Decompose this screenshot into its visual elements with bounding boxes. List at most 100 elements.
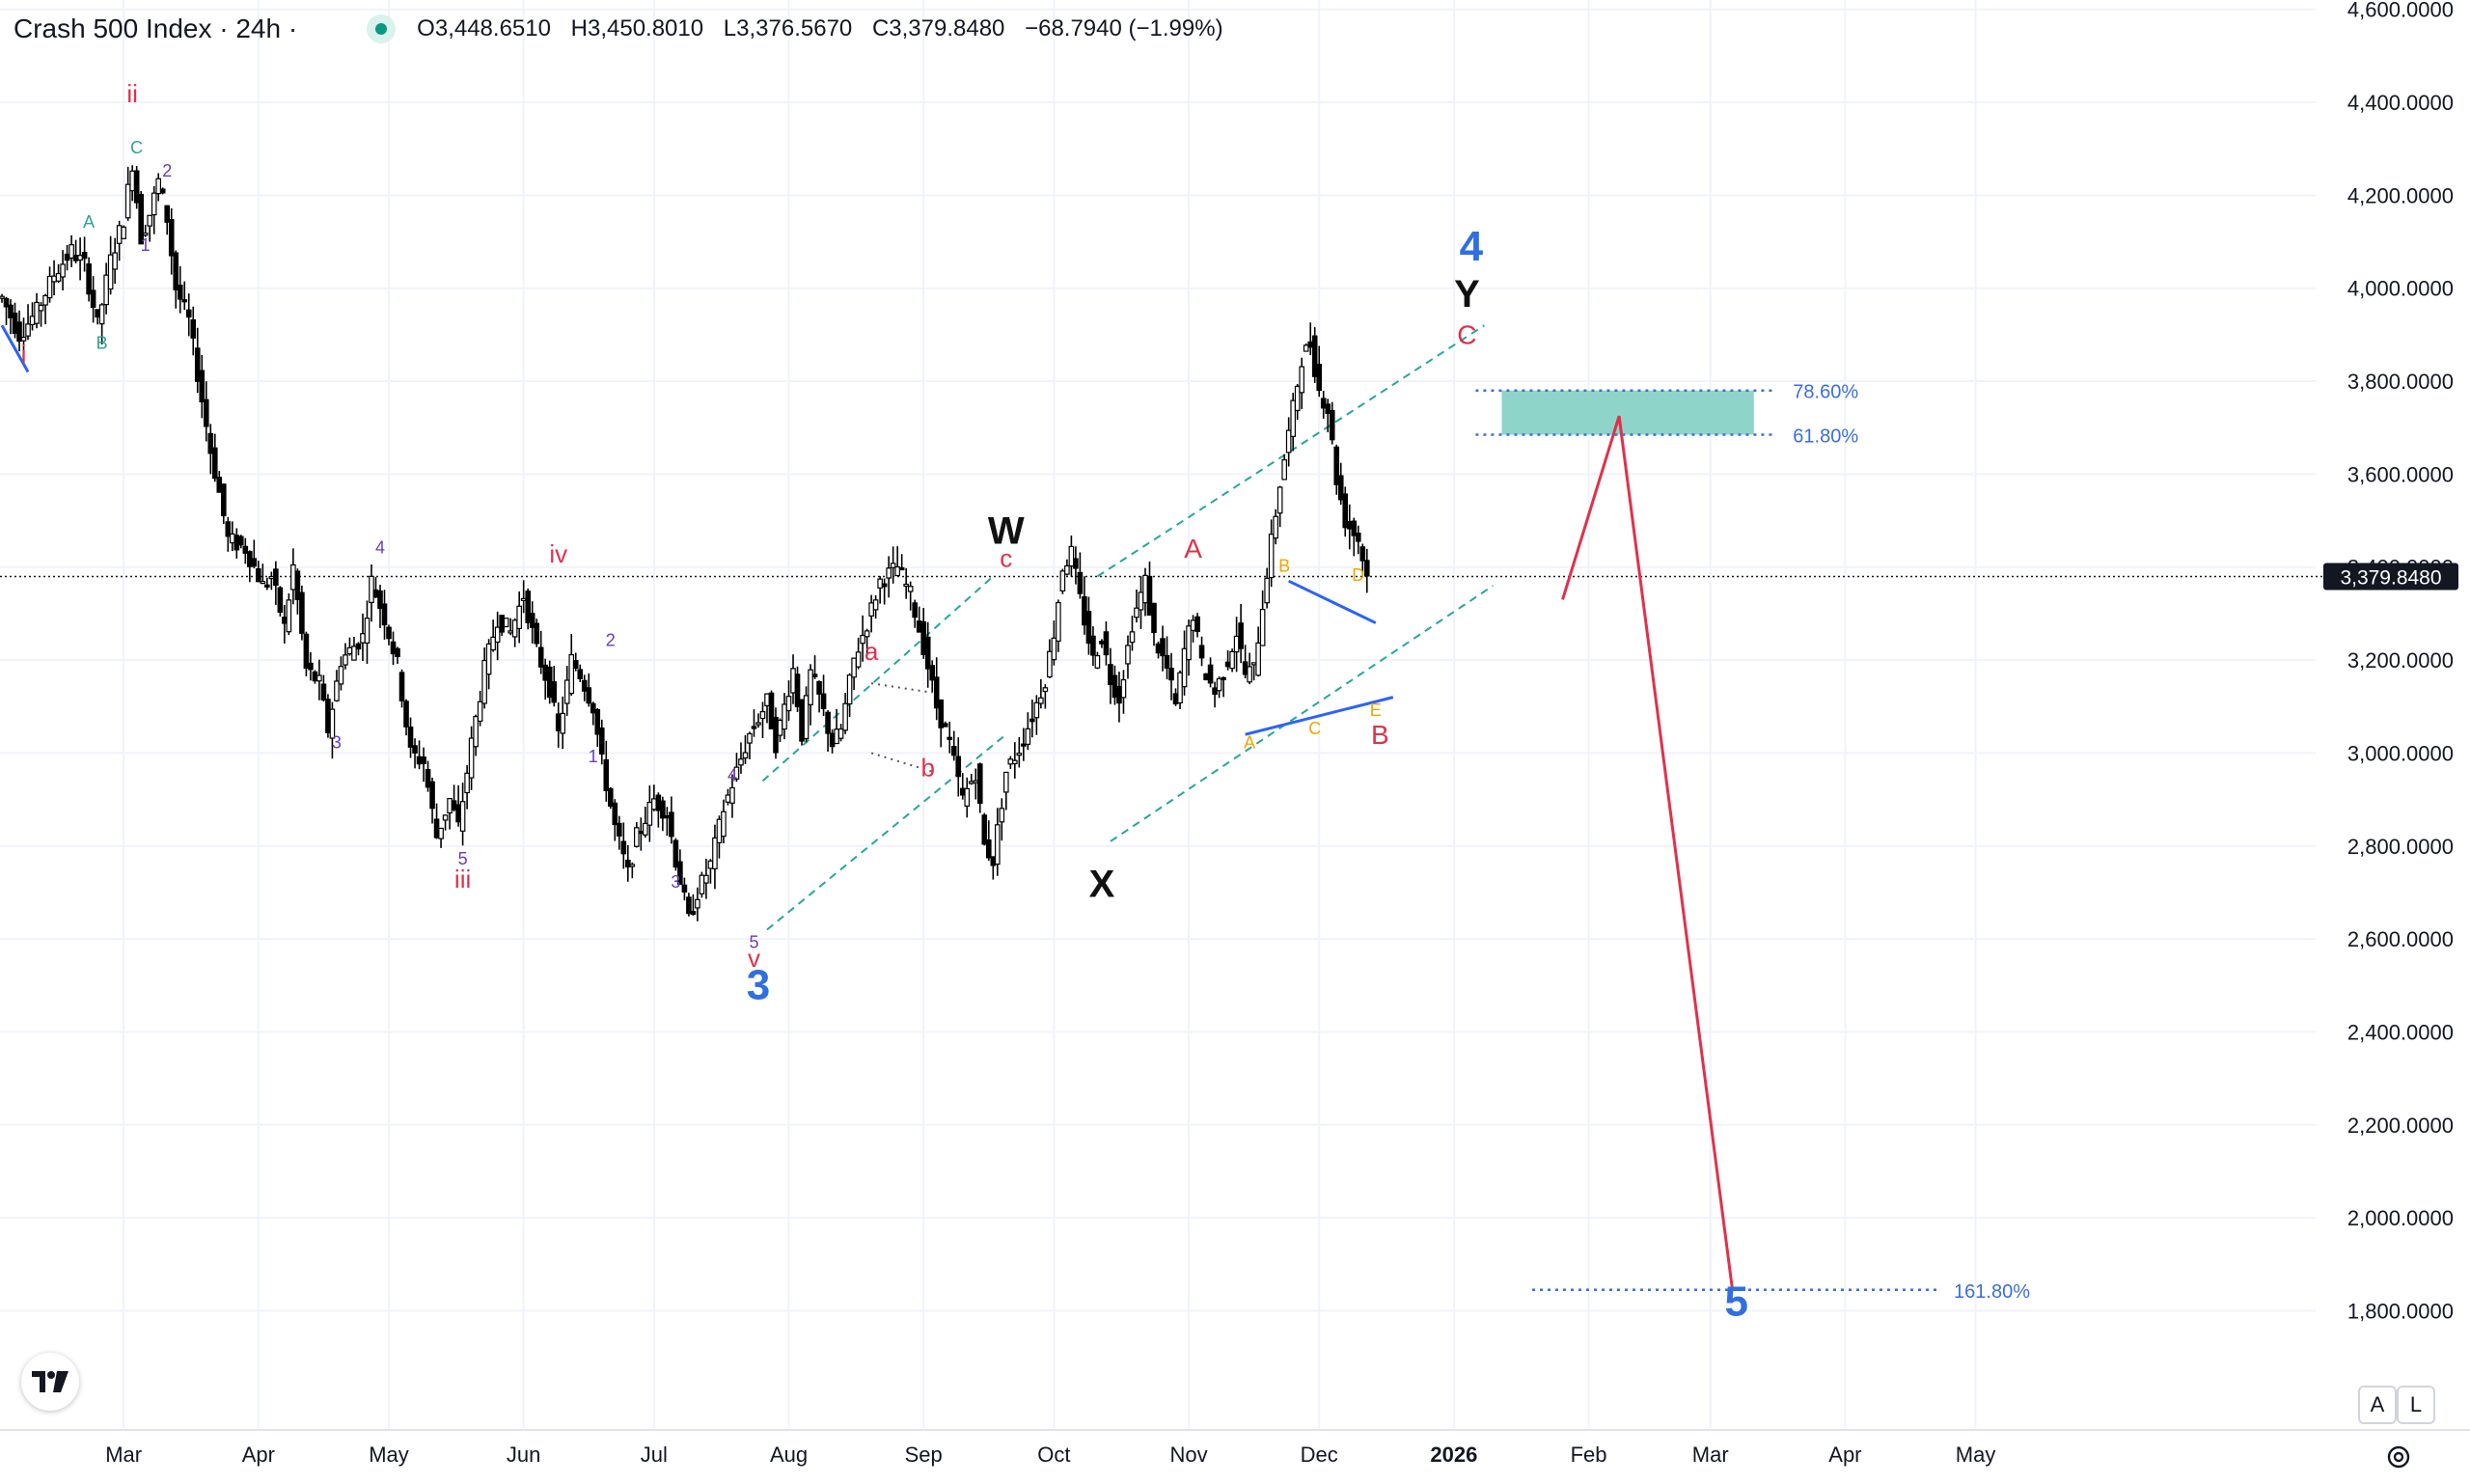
- candle-body: [1307, 341, 1314, 348]
- candle-body: [581, 679, 588, 692]
- candle-body: [617, 822, 622, 837]
- candle-body: [886, 567, 892, 579]
- wave-label: 3: [671, 872, 680, 892]
- candle-body: [1077, 571, 1084, 594]
- candle-body: [881, 583, 888, 588]
- candle-body: [207, 432, 214, 454]
- candle-body: [546, 666, 553, 699]
- wave-label: v: [748, 944, 760, 973]
- last-price-label: 3,379.8480: [2340, 566, 2441, 589]
- market-status-indicator[interactable]: [367, 14, 397, 43]
- candle-body: [1177, 672, 1183, 704]
- candle-body: [964, 787, 971, 807]
- candle-body: [377, 590, 383, 609]
- candle-body: [1112, 674, 1118, 699]
- wave-label: X: [1089, 864, 1115, 906]
- triangle-lower-line: [1245, 696, 1394, 736]
- auto-scale-button[interactable]: A: [2358, 1386, 2397, 1424]
- candle-body: [920, 620, 927, 655]
- candle-body: [520, 597, 527, 602]
- candle-body: [72, 255, 79, 261]
- candle-body: [590, 702, 596, 714]
- candle-body: [655, 794, 662, 811]
- candle-body: [594, 708, 601, 735]
- candle-body: [1285, 429, 1292, 453]
- candle-body: [820, 693, 827, 709]
- candle-body: [282, 617, 288, 624]
- candle-body: [729, 786, 735, 804]
- candle-body: [1090, 635, 1096, 656]
- symbol-title[interactable]: Crash 500 Index · 24h ·: [14, 14, 298, 43]
- candle-body: [355, 643, 362, 650]
- candle-body: [837, 728, 844, 739]
- candle-body: [1212, 687, 1218, 695]
- candle-body: [855, 651, 862, 668]
- time-axis: Mar Apr May Jun Jul Aug Sep Oct Nov Dec 2026 Feb Mar…: [0, 1429, 2470, 1467]
- candle-body: [1346, 520, 1353, 530]
- candle-body: [568, 653, 575, 695]
- candle-body: [808, 669, 813, 705]
- candle-body: [947, 736, 953, 740]
- candle-body: [1116, 685, 1122, 704]
- candle-body: [955, 756, 962, 778]
- candle-body: [1064, 564, 1070, 575]
- candle-body: [1103, 631, 1110, 656]
- wave-label: B: [1371, 720, 1389, 750]
- projection-path: [1561, 415, 1734, 1288]
- wave-line: [0, 324, 30, 373]
- channel-line: [766, 733, 1007, 931]
- candle-body: [1038, 697, 1044, 704]
- candle-body: [395, 647, 400, 657]
- last-price-tag: [2323, 563, 2458, 591]
- candle-body: [42, 294, 48, 306]
- change-value: −68.7940 (−1.99%): [1025, 15, 1223, 41]
- candle-body: [721, 811, 727, 838]
- candle-body: [990, 856, 997, 866]
- candle-body: [8, 304, 14, 318]
- candle-body: [646, 801, 653, 826]
- candle-body: [442, 814, 449, 821]
- candle-body: [325, 699, 331, 733]
- candle-body: [1051, 637, 1057, 661]
- candle-body: [929, 665, 936, 681]
- candle-body: [712, 837, 718, 869]
- candle-body: [116, 225, 123, 244]
- candle-body: [973, 780, 979, 783]
- candle-body: [1359, 546, 1366, 562]
- settings-glyph-icon: [2387, 1445, 2410, 1469]
- wave-label: 1: [141, 235, 151, 255]
- candle-body: [1351, 520, 1358, 536]
- wave-label: 3: [747, 962, 770, 1009]
- candle-body: [542, 664, 549, 681]
- candle-body: [412, 745, 418, 754]
- log-scale-button[interactable]: L: [2397, 1386, 2435, 1424]
- candle-body: [738, 758, 744, 766]
- candle-body: [768, 692, 775, 729]
- candle-body: [672, 839, 679, 868]
- candle-body: [981, 814, 988, 845]
- candle-body: [1203, 673, 1209, 681]
- candle-body: [577, 669, 584, 679]
- candle-body: [1160, 638, 1166, 657]
- gear-icon[interactable]: [2379, 1438, 2418, 1476]
- candle-body: [403, 701, 409, 728]
- candle-body: [164, 205, 171, 223]
- ohlc-values: O3,448.6510 H3,450.8010 L3,376.5670 C3,3…: [417, 15, 1222, 42]
- candle-body: [499, 615, 505, 633]
- candle-body: [386, 626, 392, 640]
- candle-body: [1247, 666, 1252, 683]
- candle-body: [999, 808, 1005, 823]
- candle-body: [124, 183, 131, 219]
- price-tick-label: 1,800.0000: [2347, 1299, 2454, 1323]
- candle-body: [433, 818, 440, 838]
- candle-body: [1059, 570, 1066, 591]
- candle-body: [638, 831, 645, 835]
- tradingview-logo-icon[interactable]: [21, 1353, 79, 1411]
- candle-body: [942, 723, 948, 728]
- candle-body: [277, 587, 284, 613]
- candle-body: [455, 804, 461, 823]
- candle-body: [151, 192, 157, 216]
- price-tick-label: 4,600.0000: [2347, 0, 2454, 22]
